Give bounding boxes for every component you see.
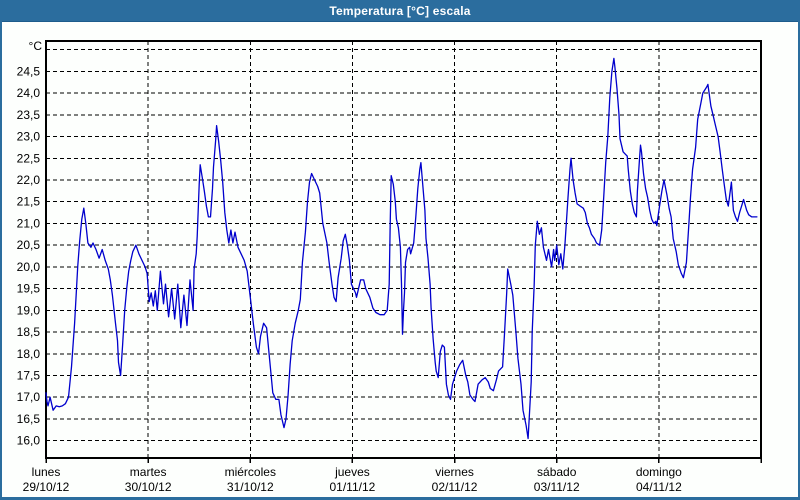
y-axis-tick-label: 22,0 <box>17 173 41 187</box>
x-axis-day-label: lunes <box>32 465 61 479</box>
x-axis-day-label: martes <box>130 465 167 479</box>
x-axis-date-label: 04/11/12 <box>636 480 682 494</box>
y-axis-unit-label: °C <box>29 39 43 53</box>
y-axis-tick-label: 20,5 <box>17 238 41 252</box>
y-axis-tick-label: 18,0 <box>17 347 41 361</box>
y-axis-tick-label: 17,5 <box>17 368 41 382</box>
x-axis-day-label: domingo <box>636 465 682 479</box>
x-axis-day-label: viernes <box>435 465 474 479</box>
y-axis-tick-label: 19,0 <box>17 303 41 317</box>
window-title-bar: Temperatura [°C] escala <box>2 0 798 22</box>
y-axis-tick-label: 20,0 <box>17 260 41 274</box>
temperature-line <box>45 57 758 440</box>
y-axis-tick-label: 18,5 <box>17 325 41 339</box>
y-axis-tick-label: 21,5 <box>17 195 41 209</box>
plot-frame <box>45 40 762 459</box>
x-axis-date-label: 01/11/12 <box>330 480 376 494</box>
x-axis-day-label: sábado <box>537 465 577 479</box>
y-axis-tick-label: 19,5 <box>17 282 41 296</box>
x-axis-date-label: 29/10/12 <box>23 480 70 494</box>
window-title: Temperatura [°C] escala <box>329 3 471 18</box>
x-axis-day-label: jueves <box>334 465 370 479</box>
x-axis-date-label: 03/11/12 <box>534 480 580 494</box>
y-axis-tick-label: 23,0 <box>17 130 41 144</box>
y-axis-tick-label: 24,5 <box>17 64 41 78</box>
y-axis-tick-label: 16,5 <box>17 412 41 426</box>
x-axis-date-label: 02/11/12 <box>432 480 478 494</box>
y-axis-tick-label: 24,0 <box>17 86 41 100</box>
y-axis-tick-label: 21,0 <box>17 216 41 230</box>
y-axis-tick-label: 16,0 <box>17 434 41 448</box>
y-axis-tick-label: 22,5 <box>17 151 41 165</box>
y-axis-tick-label: 23,5 <box>17 108 41 122</box>
y-axis-tick-label: 17,0 <box>17 390 41 404</box>
x-axis-date-label: 31/10/12 <box>227 480 274 494</box>
x-axis-day-label: miércoles <box>225 465 276 479</box>
x-axis-date-label: 30/10/12 <box>125 480 172 494</box>
